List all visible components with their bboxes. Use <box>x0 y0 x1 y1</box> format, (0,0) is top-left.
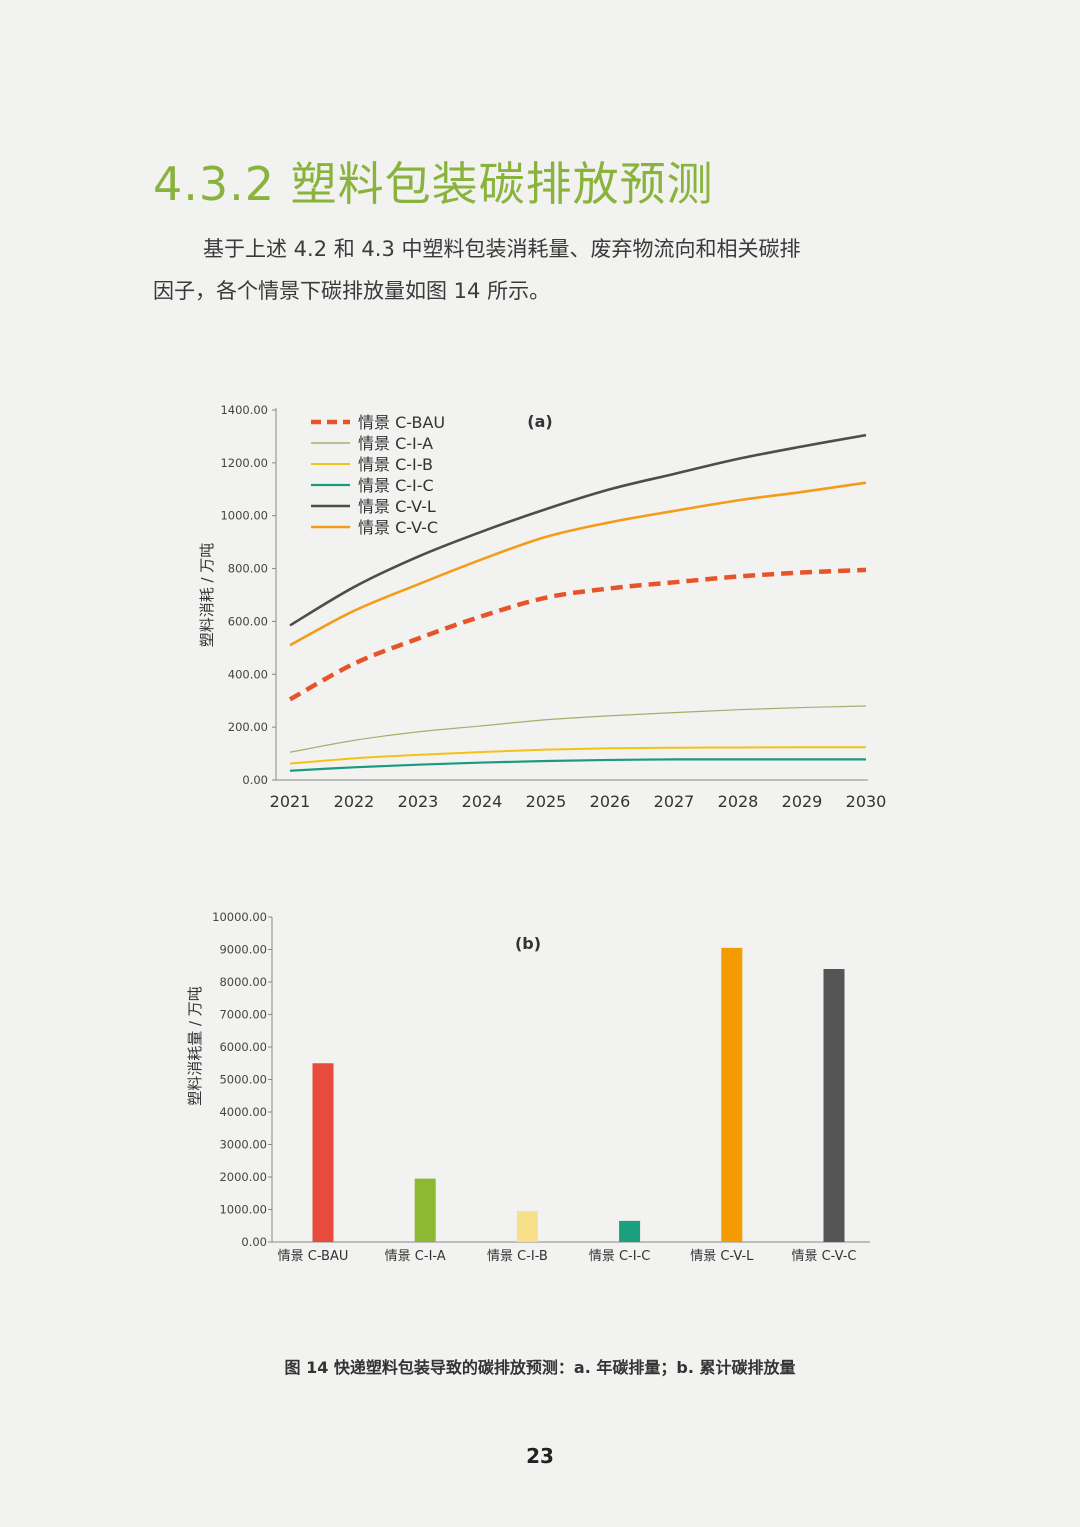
series-line-2 <box>289 746 867 765</box>
y-tick-label: 1400.00 <box>220 403 268 417</box>
series-line-5 <box>289 481 867 647</box>
x-category-label: 情景 C-I-A <box>385 1249 446 1264</box>
x-category-label: 情景 C-V-L <box>690 1249 754 1264</box>
y-tick-label: 2000.00 <box>219 1170 267 1184</box>
y-tick-label: 0.00 <box>241 1235 267 1249</box>
y-tick-label: 800.00 <box>228 562 268 576</box>
y-tick-label: 1000.00 <box>220 509 268 523</box>
y-axis-title: 塑料消耗 / 万吨 <box>198 543 216 648</box>
bar-2 <box>516 1211 538 1242</box>
y-tick-label: 200.00 <box>228 720 268 734</box>
x-category-label: 情景 C-I-B <box>487 1249 548 1264</box>
bar-chart-cumulative-emissions: 0.00 1000.00 2000.00 3000.00 4000.00 5000.00 6… <box>186 910 870 1264</box>
y-tick-label: 8000.00 <box>219 975 267 989</box>
y-axis-title: 塑料消耗量 / 万吨 <box>186 986 204 1106</box>
x-tick-label: 2029 <box>782 792 823 811</box>
line-chart-annual-emissions: 0.00 200.00 400.00 600.00 800.00 1000.00 1200.… <box>198 403 887 811</box>
y-tick-label: 1000.00 <box>219 1203 267 1217</box>
series-line-3 <box>289 758 866 772</box>
x-tick-label: 2025 <box>526 792 567 811</box>
chart-a-title: (a) <box>527 412 552 431</box>
y-tick-label: 10000.00 <box>212 910 267 924</box>
legend-label: 情景 C-I-A <box>358 434 433 453</box>
y-tick-label: 6000.00 <box>219 1040 267 1054</box>
intro-paragraph: 基于上述 4.2 和 4.3 中塑料包装消耗量、废弃物流向和相关碳排 因子，各个… <box>153 228 943 312</box>
legend-label: 情景 C-I-B <box>358 455 433 474</box>
y-tick-label: 7000.00 <box>219 1008 267 1022</box>
legend-label: 情景 C-V-L <box>358 497 436 516</box>
x-tick-label: 2024 <box>462 792 503 811</box>
y-tick-label: 600.00 <box>228 614 268 628</box>
x-tick-label: 2027 <box>654 792 695 811</box>
x-tick-label: 2021 <box>270 792 311 811</box>
series-line-4 <box>289 433 867 627</box>
section-title: 4.3.2 塑料包装碳排放预测 <box>153 157 714 211</box>
paragraph-line-1: 基于上述 4.2 和 4.3 中塑料包装消耗量、废弃物流向和相关碳排 <box>203 237 801 261</box>
figure-caption: 图 14 快递塑料包装导致的碳排放预测：a. 年碳排量；b. 累计碳排放量 <box>284 1358 796 1377</box>
x-tick-label: 2026 <box>590 792 631 811</box>
y-tick-label: 400.00 <box>228 667 268 681</box>
legend-label: 情景 C-I-C <box>358 476 434 495</box>
series-line-1 <box>289 705 867 753</box>
x-tick-label: 2030 <box>846 792 887 811</box>
legend-label: 情景 C-V-C <box>358 518 438 537</box>
legend-label: 情景 C-BAU <box>358 413 445 432</box>
bar-0 <box>312 1063 334 1242</box>
y-tick-label: 4000.00 <box>219 1105 267 1119</box>
series-line-0 <box>288 567 867 702</box>
chart-b-title: (b) <box>515 934 541 953</box>
page-number: 23 <box>526 1444 554 1468</box>
bar-5 <box>823 969 845 1242</box>
y-tick-label: 1200.00 <box>220 456 268 470</box>
y-tick-label: 0.00 <box>242 773 268 787</box>
x-category-label: 情景 C-BAU <box>278 1249 349 1264</box>
paragraph-line-2: 因子，各个情景下碳排放量如图 14 所示。 <box>153 279 551 303</box>
x-category-label: 情景 C-V-C <box>791 1249 856 1264</box>
bar-4 <box>721 947 743 1242</box>
x-category-label: 情景 C-I-C <box>589 1249 651 1264</box>
bar-3 <box>619 1220 641 1242</box>
bar-1 <box>414 1178 436 1242</box>
x-tick-label: 2028 <box>718 792 759 811</box>
y-tick-label: 9000.00 <box>219 943 267 957</box>
x-tick-label: 2022 <box>334 792 375 811</box>
y-tick-label: 5000.00 <box>219 1073 267 1087</box>
x-tick-label: 2023 <box>398 792 439 811</box>
y-tick-label: 3000.00 <box>219 1138 267 1152</box>
